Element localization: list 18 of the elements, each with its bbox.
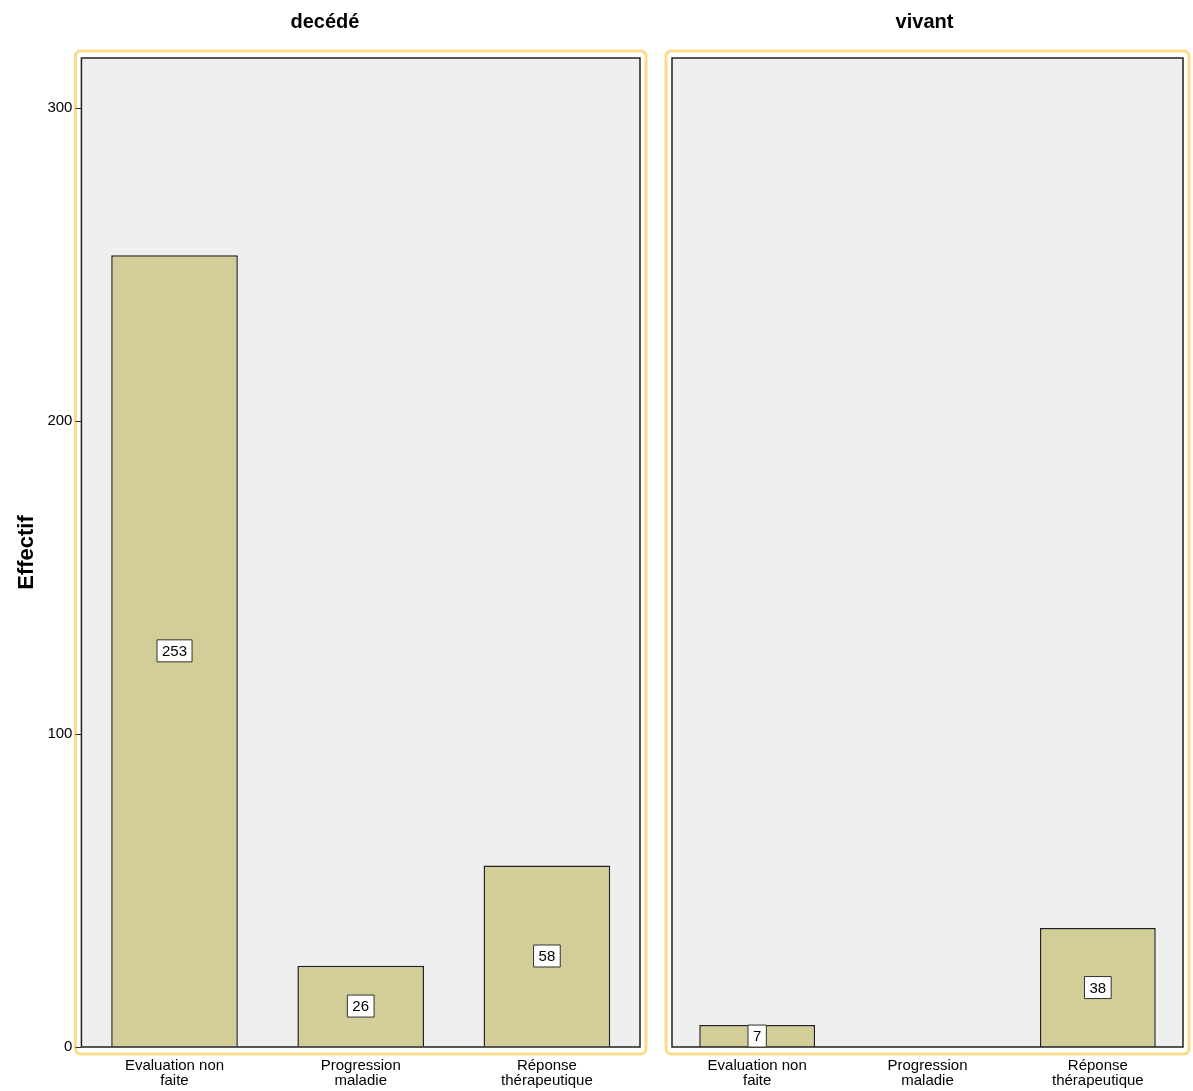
x-tick-label: Evaluation non faite (124, 1055, 225, 1088)
y-tick-label: 200 (47, 411, 73, 429)
chart-title: vivant (895, 9, 954, 32)
data-label: 7 (752, 1027, 762, 1045)
data-label: 58 (538, 947, 556, 965)
x-tick-label: Evaluation non faite (707, 1055, 807, 1088)
chart-title: decédé (290, 9, 360, 32)
y-tick-label: 100 (47, 724, 73, 742)
data-label: 38 (1089, 978, 1107, 996)
x-tick-label: Réponse thérapeutique (501, 1055, 593, 1088)
data-label: 253 (162, 641, 188, 659)
y-axis-title: Effectif (13, 514, 39, 590)
x-tick-label: Progression maladie (887, 1055, 968, 1088)
data-label: 26 (352, 997, 370, 1015)
y-tick-label: 300 (47, 98, 73, 116)
y-tick-label: 0 (64, 1037, 73, 1055)
x-tick-label: Progression maladie (320, 1055, 401, 1088)
x-tick-label: Réponse thérapeutique (1051, 1055, 1144, 1088)
